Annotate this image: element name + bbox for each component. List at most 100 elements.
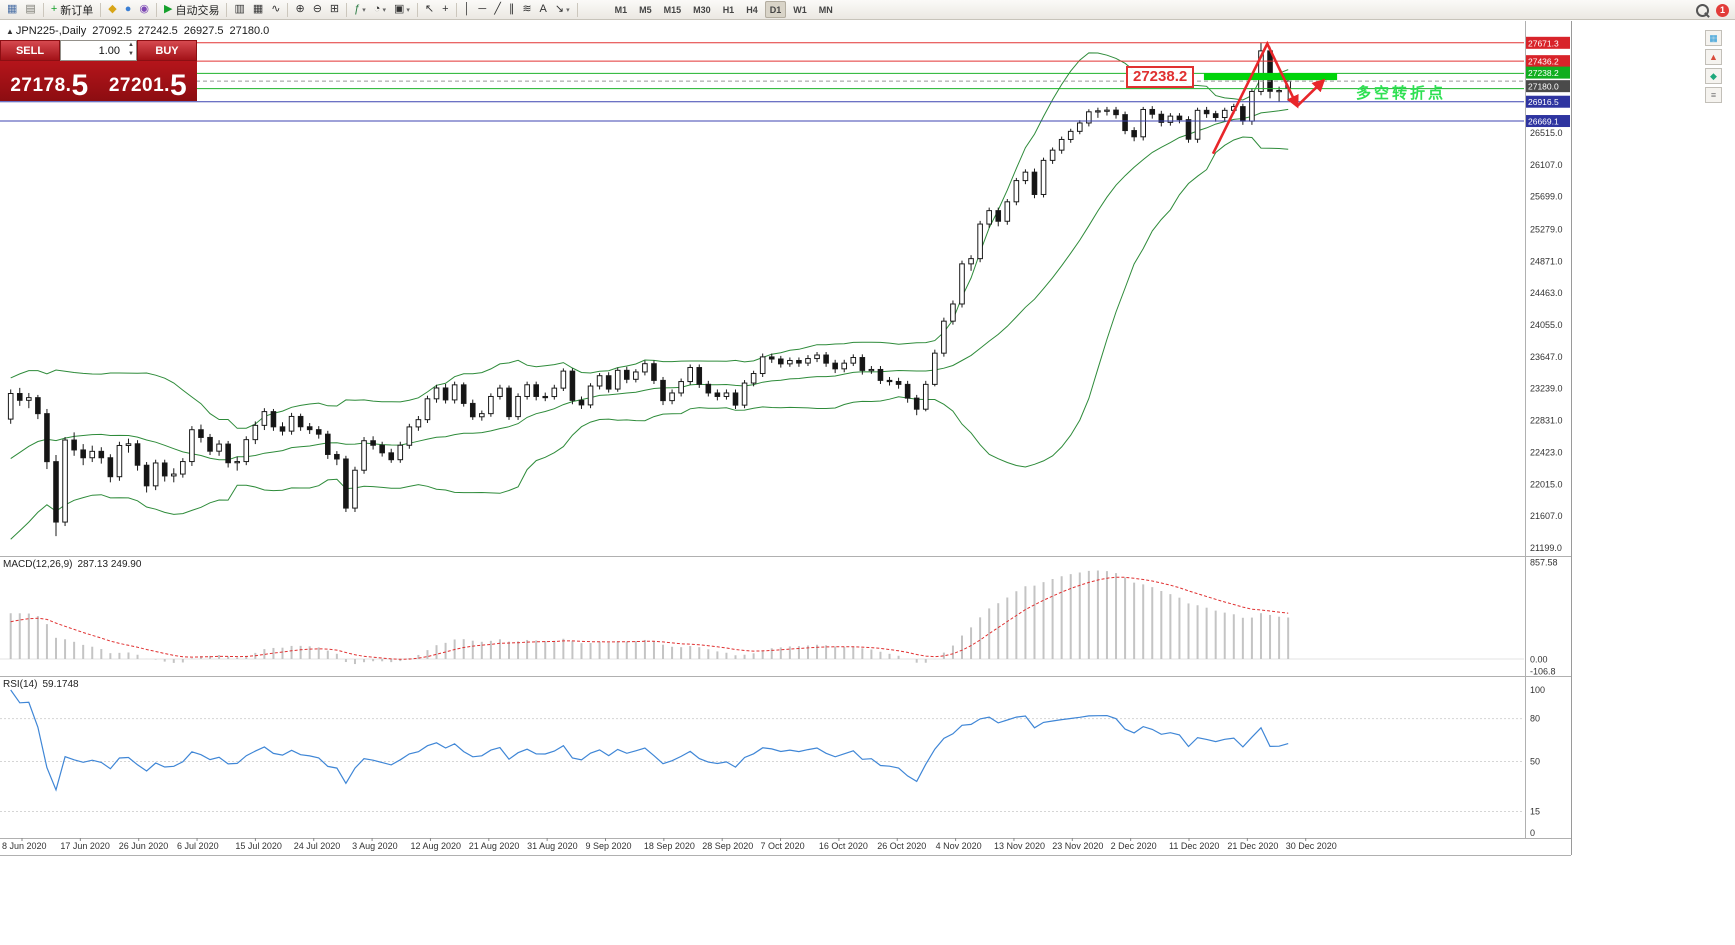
- support-zone-bar[interactable]: [1203, 73, 1338, 81]
- spinner-down-icon[interactable]: ▼: [128, 51, 134, 57]
- new-chart-window-button[interactable]: ▦: [4, 1, 20, 18]
- fibonacci-button[interactable]: ≋: [519, 1, 534, 18]
- candlestick-mode-icon: ▦: [252, 3, 264, 15]
- tf-w1-button[interactable]: W1: [788, 1, 812, 18]
- indicators-button[interactable]: ƒ ▾: [351, 1, 369, 18]
- annotation-text[interactable]: 多空转折点: [1356, 85, 1447, 102]
- tf-m15-button-label: M15: [663, 4, 682, 15]
- dock-alert-icon[interactable]: ▲: [1705, 49, 1722, 65]
- svg-text:0.00: 0.00: [1530, 655, 1548, 665]
- price-tag: [1526, 115, 1570, 128]
- dock-chart-icon[interactable]: ▦: [1705, 30, 1722, 46]
- vertical-line-button[interactable]: │: [461, 1, 474, 18]
- tf-m5-button[interactable]: M5: [634, 1, 657, 18]
- profiles-button[interactable]: ▤: [22, 1, 38, 18]
- tf-h1-button[interactable]: H1: [718, 1, 740, 18]
- trend-arrow[interactable]: [1211, 40, 1299, 155]
- svg-text:-106.8: -106.8: [1530, 667, 1556, 677]
- svg-text:28 Sep 2020: 28 Sep 2020: [702, 841, 753, 851]
- autotrading-button[interactable]: ▶ 自动交易: [161, 1, 222, 18]
- dock-menu-icon[interactable]: ≡: [1705, 87, 1722, 103]
- tf-d1-button[interactable]: D1: [764, 1, 787, 18]
- chevron-down-icon: ▾: [406, 6, 410, 14]
- tf-w1-button-label: W1: [793, 4, 807, 15]
- rsi-value: 59.1748: [42, 679, 79, 690]
- toolbar-separator: [346, 2, 348, 17]
- tf-h4-button[interactable]: H4: [741, 1, 763, 18]
- new-order-button-label: 新订单: [60, 4, 94, 17]
- market-watch-icon: ◆: [108, 3, 117, 15]
- search-icon[interactable]: [1696, 3, 1709, 17]
- price-callout[interactable]: 27238.2: [1126, 66, 1195, 88]
- svg-text:26916.5: 26916.5: [1528, 97, 1559, 107]
- chart-canvas[interactable]: 26515.0 26107.0 25699.0 25279.0 24871.0 24463…: [0, 0, 1572, 856]
- spinner-up-icon[interactable]: ▲: [128, 42, 134, 48]
- tf-m5-button-label: M5: [639, 4, 652, 15]
- data-window-button[interactable]: ●: [122, 1, 135, 18]
- macd-pane[interactable]: [0, 570, 1524, 665]
- tf-mn-button[interactable]: MN: [814, 1, 838, 18]
- period-button[interactable]: ◔ ▾: [371, 1, 389, 18]
- arrows-button[interactable]: ↘ ▾: [552, 1, 573, 18]
- ohlc-high: 27242.5: [138, 25, 178, 37]
- price-tag: [1526, 36, 1570, 49]
- zoom-out-icon: ⊖: [312, 3, 322, 15]
- candlestick-mode-button[interactable]: ▦: [250, 1, 266, 18]
- bar-chart-mode-button[interactable]: ▥: [231, 1, 247, 18]
- line-chart-mode-button[interactable]: ∿: [268, 1, 283, 18]
- toolbar-separator: [455, 2, 457, 17]
- templates-button[interactable]: ▣ ▾: [391, 1, 413, 18]
- right-dock: ▦ ▲ ◆ ≡: [1705, 30, 1722, 103]
- svg-text:8 Jun 2020: 8 Jun 2020: [2, 841, 47, 851]
- toolbar-separator: [416, 2, 418, 17]
- market-watch-button[interactable]: ◆: [105, 1, 119, 18]
- tf-m30-button[interactable]: M30: [688, 1, 716, 18]
- buy-button[interactable]: BUY: [137, 40, 197, 61]
- profiles-icon: ▤: [25, 3, 36, 15]
- macd-label: MACD(12,26,9) 287.13 249.90: [3, 559, 146, 570]
- trendline-button[interactable]: ╱: [491, 1, 504, 18]
- new-order-button[interactable]: + 新订单: [48, 1, 96, 18]
- svg-text:21607.0: 21607.0: [1530, 511, 1563, 521]
- text-button[interactable]: A: [537, 1, 550, 18]
- notification-badge[interactable]: 1: [1716, 3, 1729, 17]
- tf-h4-button-label: H4: [746, 4, 758, 15]
- rsi-pane[interactable]: [0, 689, 1524, 813]
- svg-text:26515.0: 26515.0: [1530, 128, 1563, 138]
- svg-text:100: 100: [1530, 685, 1545, 695]
- cursor-button[interactable]: ↖: [422, 1, 437, 18]
- svg-text:25699.0: 25699.0: [1530, 192, 1563, 202]
- navigator-button[interactable]: ◉: [136, 1, 152, 18]
- volume-spinner[interactable]: ▲ ▼: [128, 41, 134, 59]
- price-axis[interactable]: 26515.0 26107.0 25699.0 25279.0 24871.0 24463…: [1526, 36, 1570, 838]
- svg-text:26669.1: 26669.1: [1528, 117, 1559, 127]
- tf-m1-button[interactable]: M1: [610, 1, 633, 18]
- sell-price[interactable]: 27178. 5: [0, 61, 99, 101]
- toolbar-separator: [287, 2, 289, 17]
- main-pane[interactable]: [7, 42, 1291, 540]
- dock-symbol-icon[interactable]: ◆: [1705, 68, 1722, 84]
- bar-chart-mode-icon: ▥: [234, 3, 245, 15]
- svg-text:12 Aug 2020: 12 Aug 2020: [410, 841, 461, 851]
- trend-arrow[interactable]: [1296, 78, 1326, 108]
- horizontal-line-button[interactable]: ─: [475, 1, 489, 18]
- indicators-icon: ƒ: [354, 3, 361, 15]
- zoom-in-button[interactable]: ⊕: [292, 1, 307, 18]
- buy-price[interactable]: 27201. 5: [99, 61, 198, 101]
- volume-input[interactable]: 1.00 ▲ ▼: [60, 40, 137, 61]
- svg-text:17 Jun 2020: 17 Jun 2020: [60, 841, 110, 851]
- symbol-marker-icon: ▲: [6, 27, 14, 36]
- line-chart-mode-icon: ∿: [271, 3, 281, 15]
- zoom-out-button[interactable]: ⊖: [310, 1, 325, 18]
- date-axis[interactable]: 8 Jun 2020 17 Jun 2020 26 Jun 2020 6 Jul 20…: [2, 838, 1337, 851]
- tile-windows-button[interactable]: ⊞: [327, 1, 342, 18]
- tile-windows-icon: ⊞: [329, 3, 340, 15]
- svg-text:0: 0: [1530, 828, 1535, 838]
- channel-button[interactable]: ∥: [506, 1, 518, 18]
- svg-text:24055.0: 24055.0: [1530, 320, 1563, 330]
- sell-button[interactable]: SELL: [0, 40, 60, 61]
- tf-m15-button[interactable]: M15: [659, 1, 687, 18]
- svg-text:27238.2: 27238.2: [1528, 68, 1559, 78]
- text-icon: A: [539, 3, 547, 15]
- crosshair-button[interactable]: +: [439, 1, 451, 18]
